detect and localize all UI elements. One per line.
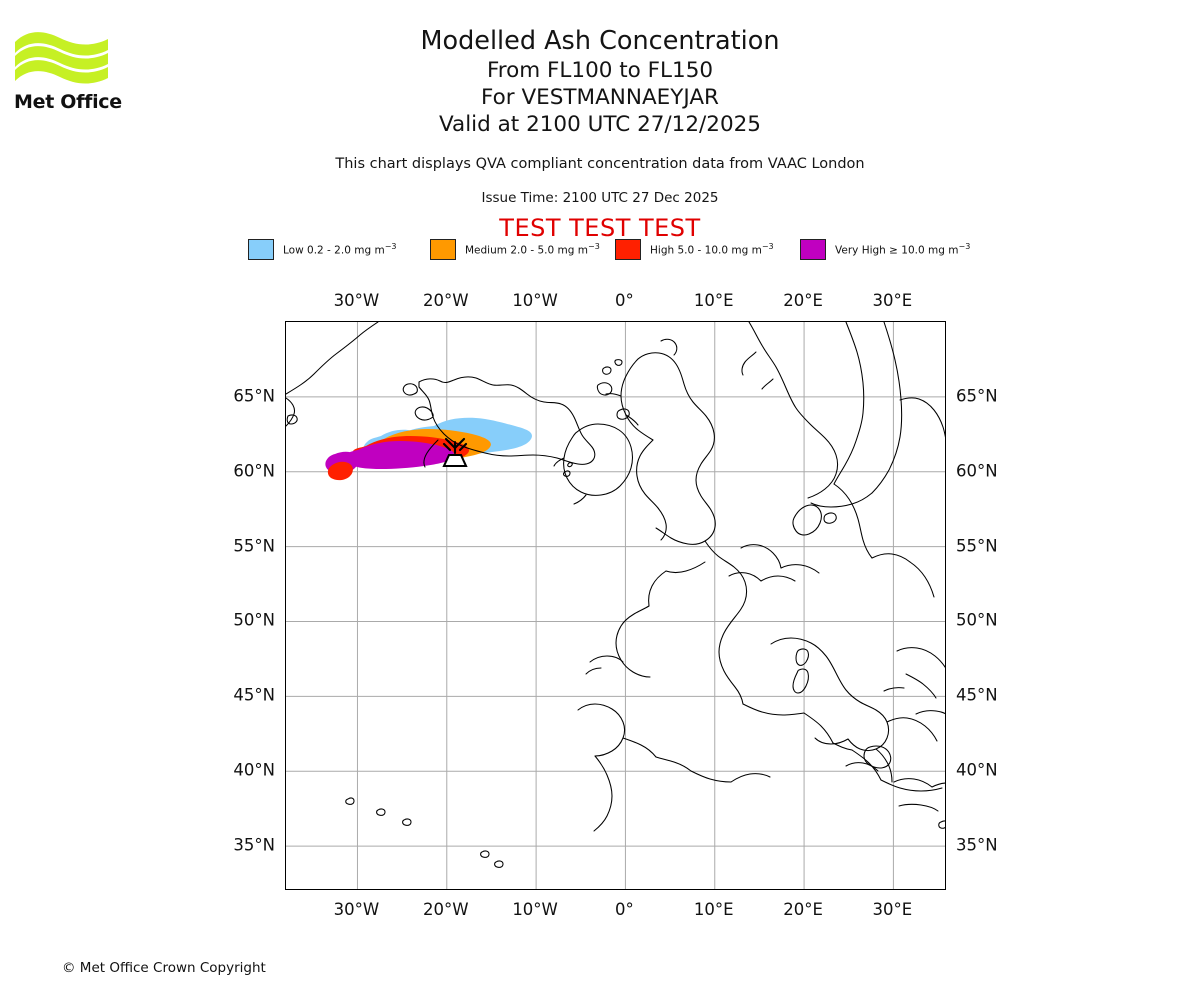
lat-tick-right-6: 35°N xyxy=(956,835,998,855)
legend-swatch-medium xyxy=(430,238,456,260)
lat-tick-right-3: 50°N xyxy=(956,610,998,630)
map-canvas xyxy=(286,322,945,889)
lon-tick-bottom-6: 30°E xyxy=(872,900,913,919)
lon-tick-bottom-3: 0° xyxy=(615,900,634,919)
lat-tick-left-2: 55°N xyxy=(233,536,275,556)
legend-swatch-low xyxy=(248,238,274,260)
graticule-gridlines xyxy=(286,322,945,889)
legend-label-low: Low 0.2 - 2.0 mg m−3 xyxy=(283,241,397,257)
lon-tick-top-4: 10°E xyxy=(693,291,734,310)
plume-very-high-contour xyxy=(345,441,455,469)
lat-tick-left-0: 65°N xyxy=(233,386,275,406)
legend-swatch-high xyxy=(615,238,641,260)
test-banner: TEST TEST TEST xyxy=(499,214,701,242)
valid-time: Valid at 2100 UTC 27/12/2025 xyxy=(438,112,761,137)
plume-high-lobe xyxy=(327,461,353,481)
lat-tick-left-1: 60°N xyxy=(233,461,275,481)
chart-title-block: Modelled Ash Concentration From FL100 to… xyxy=(130,26,1070,138)
legend-item-high: High 5.0 - 10.0 mg m−3 xyxy=(615,237,774,261)
lat-tick-left-4: 45°N xyxy=(233,685,275,705)
legend-item-very-high: Very High ≥ 10.0 mg m−3 xyxy=(800,237,970,261)
lon-tick-top-6: 30°E xyxy=(872,291,913,310)
map-plot-area xyxy=(285,321,946,890)
volcano-source-marker xyxy=(442,437,468,468)
lat-tick-right-2: 55°N xyxy=(956,536,998,556)
lat-tick-right-0: 65°N xyxy=(956,386,998,406)
met-office-logo-text: Met Office xyxy=(14,91,122,113)
ash-plume-contours xyxy=(325,417,532,481)
lon-tick-bottom-1: 20°W xyxy=(423,900,469,919)
lat-tick-left-5: 40°N xyxy=(233,760,275,780)
lon-tick-top-0: 30°W xyxy=(333,291,380,310)
concentration-legend: Low 0.2 - 2.0 mg m−3 Medium 2.0 - 5.0 mg… xyxy=(248,237,988,261)
lon-tick-top-2: 10°W xyxy=(512,291,558,310)
page-title: Modelled Ash Concentration xyxy=(420,26,780,56)
legend-label-high: High 5.0 - 10.0 mg m−3 xyxy=(650,241,774,257)
qva-compliance-note: This chart displays QVA compliant concen… xyxy=(335,156,865,172)
lon-tick-top-5: 20°E xyxy=(783,291,823,310)
legend-item-low: Low 0.2 - 2.0 mg m−3 xyxy=(248,237,396,261)
lon-tick-bottom-4: 10°E xyxy=(693,900,734,919)
issue-time: Issue Time: 2100 UTC 27 Dec 2025 xyxy=(481,190,719,206)
lon-tick-top-1: 20°W xyxy=(423,291,469,310)
legend-label-very-high: Very High ≥ 10.0 mg m−3 xyxy=(835,241,971,257)
legend-item-medium: Medium 2.0 - 5.0 mg m−3 xyxy=(430,237,600,261)
met-office-wave-mark xyxy=(15,32,108,84)
coastline-paths xyxy=(286,322,945,868)
legend-swatch-very-high xyxy=(800,238,826,260)
lon-tick-bottom-5: 20°E xyxy=(783,900,823,919)
lat-tick-right-5: 40°N xyxy=(956,760,998,780)
lat-tick-right-1: 60°N xyxy=(956,461,998,481)
lat-tick-left-6: 35°N xyxy=(233,835,275,855)
lon-tick-top-3: 0° xyxy=(615,291,634,310)
copyright-text: © Met Office Crown Copyright xyxy=(62,960,266,976)
lat-tick-left-3: 50°N xyxy=(233,610,275,630)
lat-tick-right-4: 45°N xyxy=(956,685,998,705)
ash-concentration-map xyxy=(285,321,946,890)
lon-tick-bottom-2: 10°W xyxy=(512,900,558,919)
flight-level-range: From FL100 to FL150 xyxy=(486,58,714,83)
volcano-name: For VESTMANNAEYJAR xyxy=(481,85,719,110)
lon-tick-bottom-0: 30°W xyxy=(333,900,380,919)
legend-label-medium: Medium 2.0 - 5.0 mg m−3 xyxy=(465,241,600,257)
met-office-logo: Met Office xyxy=(14,28,124,113)
